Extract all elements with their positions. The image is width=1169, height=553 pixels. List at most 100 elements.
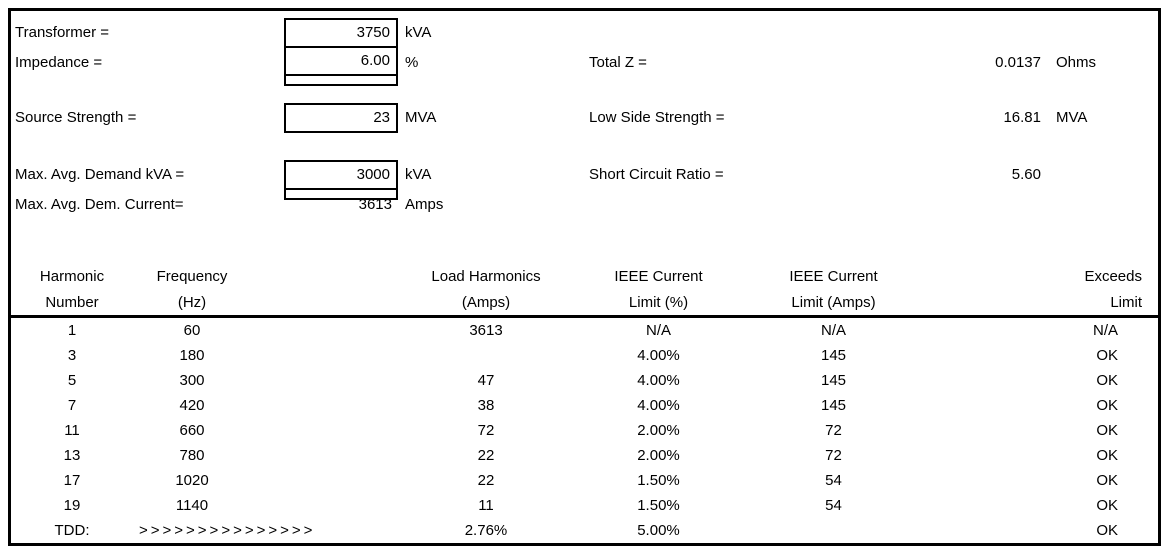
cell: 180 bbox=[179, 347, 205, 364]
harmonics-tbody: 1 60 3613 N/A N/A N/A 3 180 4.00% 145 OK 5 300 47 4.00… bbox=[11, 316, 1158, 544]
cell: 2.00% bbox=[637, 422, 680, 439]
impedance-label: Impedance = bbox=[15, 54, 103, 71]
cell: 13 bbox=[63, 447, 81, 464]
source-strength-unit: MVA bbox=[405, 109, 437, 126]
cell bbox=[251, 368, 381, 393]
col-header: Frequency bbox=[156, 267, 228, 285]
source-strength-input[interactable]: 23 bbox=[284, 103, 398, 133]
harmonics-table: Harmonic Frequency Load Harmonics IEEE C… bbox=[11, 263, 1158, 543]
cell: 54 bbox=[825, 472, 842, 489]
short-circuit-ratio-label: Short Circuit Ratio = bbox=[589, 166, 724, 183]
col-header: Number bbox=[45, 293, 99, 311]
cell: 72 bbox=[825, 447, 842, 464]
impedance-unit: % bbox=[405, 54, 419, 71]
table-row: 11 660 72 2.00% 72 OK bbox=[11, 418, 1158, 443]
total-z-value: 0.0137 bbox=[995, 54, 1041, 71]
worksheet: Transformer = Impedance = Source Strengt… bbox=[8, 8, 1161, 546]
tdd-exceeds: OK bbox=[1096, 522, 1118, 539]
cell bbox=[251, 443, 381, 468]
col-header: (Amps) bbox=[461, 293, 511, 311]
total-z-unit: Ohms bbox=[1056, 54, 1097, 71]
cell: 11 bbox=[478, 497, 494, 514]
col-header: Limit (Amps) bbox=[791, 293, 876, 311]
empty-cell-border bbox=[284, 74, 398, 86]
table-row: 1 60 3613 N/A N/A N/A bbox=[11, 317, 1158, 344]
table-row: 5 300 47 4.00% 145 OK bbox=[11, 368, 1158, 393]
cell: 19 bbox=[63, 497, 81, 514]
tdd-ieee-limit-amps bbox=[726, 518, 941, 543]
low-side-strength-value: 16.81 bbox=[1003, 109, 1041, 126]
short-circuit-ratio-value: 5.60 bbox=[1011, 166, 1041, 183]
cell: 60 bbox=[183, 322, 201, 339]
cell: 1020 bbox=[175, 472, 209, 489]
cell bbox=[251, 493, 381, 518]
tdd-arrows: >>>>>>>>>>>>>>> bbox=[139, 522, 316, 539]
cell: 1140 bbox=[175, 497, 209, 514]
tdd-label: TDD: bbox=[54, 522, 90, 539]
cell: OK bbox=[1096, 372, 1118, 389]
col-header: Load Harmonics bbox=[431, 267, 541, 285]
cell: N/A bbox=[820, 322, 846, 339]
tdd-ieee-limit-pct: 5.00% bbox=[637, 522, 680, 539]
col-header: Harmonic bbox=[39, 267, 105, 285]
impedance-input[interactable]: 6.00 bbox=[284, 46, 398, 76]
cell: 1.50% bbox=[637, 497, 680, 514]
cell: 72 bbox=[825, 422, 842, 439]
cell: N/A bbox=[1092, 322, 1118, 339]
source-strength-label: Source Strength = bbox=[15, 109, 137, 126]
cell bbox=[251, 317, 381, 344]
cell bbox=[251, 393, 381, 418]
harmonics-table-header: Harmonic Frequency Load Harmonics IEEE C… bbox=[11, 263, 1158, 317]
cell: 145 bbox=[820, 347, 847, 364]
cell: 4.00% bbox=[637, 372, 680, 389]
cell: OK bbox=[1096, 397, 1118, 414]
table-row: 19 1140 11 1.50% 54 OK bbox=[11, 493, 1158, 518]
max-avg-demand-label: Max. Avg. Demand kVA = bbox=[15, 166, 185, 183]
cell: 1.50% bbox=[637, 472, 680, 489]
cell: 3 bbox=[67, 347, 77, 364]
cell: 660 bbox=[179, 422, 205, 439]
cell: 22 bbox=[477, 447, 495, 464]
tdd-row: TDD: >>>>>>>>>>>>>>> 2.76% 5.00% OK bbox=[11, 518, 1158, 543]
cell: 1 bbox=[67, 322, 77, 339]
cell: N/A bbox=[645, 322, 671, 339]
cell: 17 bbox=[63, 472, 81, 489]
max-avg-demand-input[interactable]: 3000 bbox=[284, 160, 398, 190]
cell: 780 bbox=[179, 447, 205, 464]
spacer bbox=[251, 289, 381, 317]
table-row: 7 420 38 4.00% 145 OK bbox=[11, 393, 1158, 418]
cell: OK bbox=[1096, 497, 1118, 514]
empty-cell-border bbox=[284, 188, 398, 200]
col-header: Exceeds bbox=[1084, 267, 1142, 285]
cell bbox=[251, 468, 381, 493]
cell: 11 bbox=[64, 422, 80, 439]
col-header: Limit bbox=[1110, 293, 1142, 311]
cell: 145 bbox=[820, 397, 847, 414]
cell: 4.00% bbox=[637, 347, 680, 364]
table-row: 17 1020 22 1.50% 54 OK bbox=[11, 468, 1158, 493]
col-header: IEEE Current bbox=[614, 267, 703, 285]
transformer-kva-input[interactable]: 3750 bbox=[284, 18, 398, 48]
cell: 4.00% bbox=[637, 397, 680, 414]
cell: 145 bbox=[820, 372, 847, 389]
cell bbox=[381, 343, 591, 368]
cell: OK bbox=[1096, 472, 1118, 489]
tdd-load-harmonics: 2.76% bbox=[464, 522, 508, 539]
table-row: 3 180 4.00% 145 OK bbox=[11, 343, 1158, 368]
cell: 2.00% bbox=[637, 447, 680, 464]
low-side-strength-label: Low Side Strength = bbox=[589, 109, 725, 126]
max-avg-dem-current-unit: Amps bbox=[405, 196, 444, 213]
spacer bbox=[251, 263, 381, 289]
transformer-unit: kVA bbox=[405, 24, 432, 41]
max-avg-dem-current-label: Max. Avg. Dem. Current= bbox=[15, 196, 184, 213]
cell: OK bbox=[1096, 447, 1118, 464]
cell: 47 bbox=[477, 372, 495, 389]
low-side-strength-unit: MVA bbox=[1056, 109, 1088, 126]
table-row: 13 780 22 2.00% 72 OK bbox=[11, 443, 1158, 468]
max-avg-demand-unit: kVA bbox=[405, 166, 432, 183]
cell: 7 bbox=[67, 397, 77, 414]
cell bbox=[251, 418, 381, 443]
col-header: (Hz) bbox=[177, 293, 207, 311]
cell: 72 bbox=[477, 422, 495, 439]
transformer-label: Transformer = bbox=[15, 24, 110, 41]
